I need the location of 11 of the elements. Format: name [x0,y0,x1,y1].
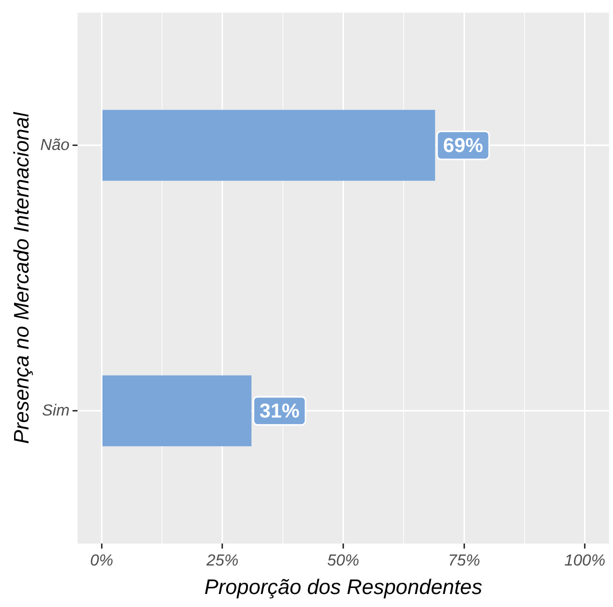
y-tick-label: Não [40,136,70,154]
data-label: 31% [259,400,300,422]
x-tick-label: 25% [205,552,239,570]
x-tick-label: 75% [448,552,480,570]
x-tick-label: 50% [327,552,360,570]
x-tick-label: 0% [90,552,114,570]
data-label: 69% [443,134,484,157]
y-tick-label: Sim [42,402,70,420]
x-axis-title: Proporção dos Respondentes [204,576,483,600]
y-axis-title: Presença no Mercado Internacional [10,111,34,444]
x-tick-label: 100% [564,552,606,570]
